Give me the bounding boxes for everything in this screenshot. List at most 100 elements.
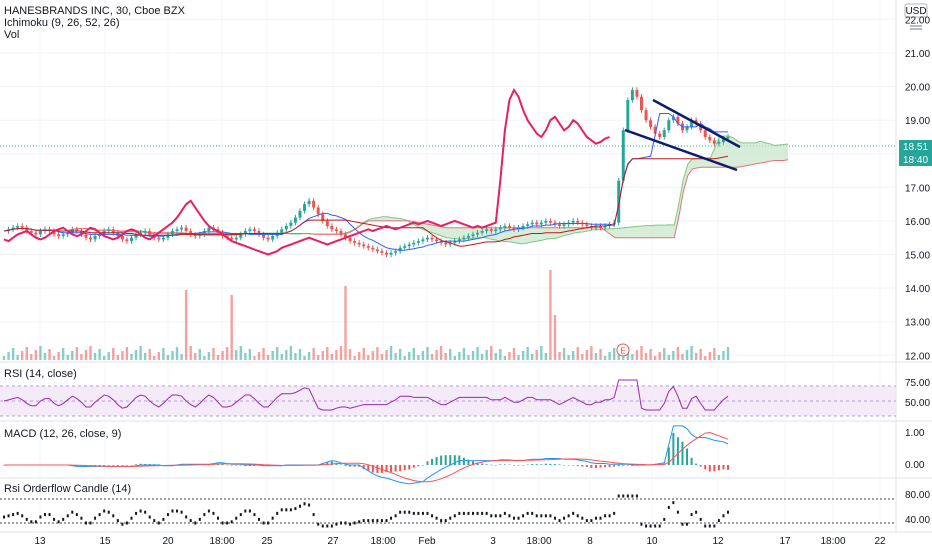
price-pane[interactable] [2, 87, 789, 360]
macd-legend[interactable]: MACD (12, 26, close, 9) [4, 428, 121, 440]
macd-histogram-bar [121, 465, 124, 466]
orderflow-candle [503, 511, 506, 515]
volume-bar [139, 346, 142, 360]
candle-body [312, 200, 316, 208]
candle-body [380, 251, 384, 253]
price-tick: 22.00 [905, 15, 930, 26]
candle-body [507, 225, 511, 228]
candle-body [530, 222, 534, 225]
orderflow-candle [453, 514, 456, 518]
macd-histogram-bar [613, 465, 616, 467]
orderflow-candle [476, 511, 479, 515]
orderflow-candle [203, 513, 206, 517]
volume-bar [658, 352, 661, 360]
orderflow-candle [53, 517, 56, 521]
ichimoku-legend[interactable]: Ichimoku (9, 26, 52, 26) [4, 17, 120, 29]
orderflow-candle [230, 520, 233, 524]
candle-body [344, 234, 348, 238]
orderflow-candle [490, 514, 493, 518]
earnings-marker[interactable]: E [616, 343, 630, 357]
volume-legend[interactable]: Vol [4, 29, 19, 41]
volume-bar [125, 347, 129, 360]
macd-histogram-bar [604, 465, 607, 468]
price-tick: 17.00 [905, 183, 930, 194]
candle-body [676, 116, 680, 124]
volume-bar [690, 346, 693, 360]
orderflow-candle [121, 522, 124, 526]
orderflow-candle [66, 514, 69, 518]
macd-histogram-bar [626, 465, 629, 466]
price-axis[interactable]: 22.0021.0020.0019.0018.0017.0016.0015.00… [905, 15, 930, 362]
orderflow-candle [390, 516, 393, 520]
time-tick: 13 [34, 536, 46, 547]
tenkan-line [3, 113, 728, 251]
macd-histogram-bar [722, 465, 725, 470]
macd-histogram-bar [98, 465, 101, 466]
candle-body [98, 234, 102, 237]
orderflow-legend[interactable]: Rsi Orderflow Candle (14) [4, 483, 131, 495]
time-tick: 8 [587, 536, 593, 547]
volume-bar [102, 356, 106, 360]
volume-bar [608, 352, 611, 360]
volume-bar [435, 350, 438, 360]
candle-body [75, 229, 79, 232]
macd-histogram-bar [499, 464, 502, 465]
candle-body [120, 236, 124, 240]
volume-bar [398, 349, 402, 360]
volume-bar [289, 346, 293, 360]
macd-histogram-bar [503, 464, 506, 465]
orderflow-candle [34, 520, 37, 524]
volume-bar [726, 347, 730, 360]
candle-body [38, 231, 42, 235]
price-tick: 16.00 [905, 217, 930, 228]
volume-bar [189, 346, 192, 360]
macd-histogram-bar [704, 465, 707, 470]
volume-bar [485, 350, 488, 360]
orderflow-candle [576, 514, 579, 518]
macd-histogram-bar [440, 455, 443, 465]
orderflow-candle [517, 516, 520, 520]
macd-pane[interactable] [3, 425, 729, 485]
rsi-legend[interactable]: RSI (14, close) [4, 368, 77, 380]
orderflow-pane[interactable] [0, 494, 896, 528]
volume-bar [321, 351, 324, 360]
macd-histogram-bar [221, 463, 224, 465]
time-tick: 10 [646, 536, 658, 547]
volume-bar [198, 349, 201, 360]
candle-body [694, 120, 698, 124]
menu-icon[interactable] [910, 25, 922, 30]
volume-bar [239, 346, 242, 360]
time-tick: 17 [779, 536, 791, 547]
macd-histogram-bar [449, 455, 452, 465]
macd-histogram-bar [353, 465, 356, 467]
time-axis[interactable]: 13 15 20 18:00 25 27 18:00 Feb 3 18:00 8 10 12 17 18:0… [34, 536, 886, 547]
volume-bar [540, 346, 543, 360]
orderflow-candle [367, 519, 370, 523]
candle-body [52, 231, 56, 235]
macd-histogram-bar [522, 465, 525, 466]
currency-badge[interactable] [904, 3, 928, 18]
volume-bar [467, 355, 470, 360]
orderflow-candle [467, 511, 470, 515]
candle-body [234, 237, 238, 240]
candle-body [129, 237, 133, 242]
candle-body [721, 138, 725, 143]
orderflow-candle [572, 511, 575, 515]
orderflow-candle [472, 511, 475, 515]
candle-body [366, 246, 370, 248]
candle-body [93, 236, 97, 240]
macd-tick-0: 0.00 [905, 460, 925, 471]
volume-bar [357, 352, 361, 360]
macd-histogram-bar [572, 465, 575, 466]
macd-histogram-bar [485, 464, 488, 465]
macd-histogram-bar [417, 465, 420, 467]
candle-body [66, 232, 70, 235]
candle-body [243, 231, 247, 235]
orderflow-candle [608, 514, 611, 518]
candle-body [394, 251, 398, 253]
candle-body [307, 200, 311, 205]
price-tick: 20.00 [905, 83, 930, 94]
orderflow-candle [312, 513, 315, 517]
rsi-pane[interactable] [0, 379, 896, 417]
